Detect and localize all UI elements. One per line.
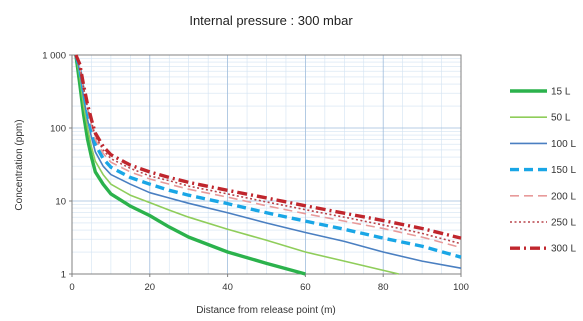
legend-label: 250 L [551,218,576,229]
legend-label: 50 L [551,113,571,124]
y-axis-label: Concentration (ppm) [14,119,25,210]
legend-label: 15 L [551,87,571,98]
series-line-7 [74,54,462,240]
series-line-5 [75,54,462,249]
x-tick-label: 60 [300,282,311,293]
legend-label: 150 L [551,165,576,176]
series-line-3 [75,54,462,270]
y-tick-label: 1 [61,270,66,281]
series-line-2 [75,54,399,275]
y-axis-ticks: 1 10 100 1 000 [42,51,72,281]
y-tick-label: 100 [50,124,66,135]
legend: 15 L 50 L 100 L 150 L 200 L 250 L 300 L [510,87,576,255]
chart-title: Internal pressure : 300 mbar [189,13,353,28]
y-tick-label: 10 [55,197,66,208]
x-tick-label: 80 [378,282,389,293]
x-axis-label: Distance from release point (m) [196,305,336,316]
plot-area [71,54,462,275]
major-grid [72,55,461,274]
series-line-1 [74,54,306,276]
legend-label: 200 L [551,191,576,202]
x-tick-label: 20 [145,282,156,293]
series-line-6 [75,54,462,245]
x-tick-label: 100 [453,282,469,293]
legend-label: 100 L [551,139,576,150]
series-line-4 [74,54,462,259]
legend-label: 300 L [551,244,576,255]
series-lines [74,54,462,276]
x-axis-ticks: 0 20 40 60 80 100 [69,274,469,293]
y-tick-label: 1 000 [42,51,66,62]
x-tick-label: 0 [69,282,74,293]
x-tick-label: 40 [222,282,233,293]
